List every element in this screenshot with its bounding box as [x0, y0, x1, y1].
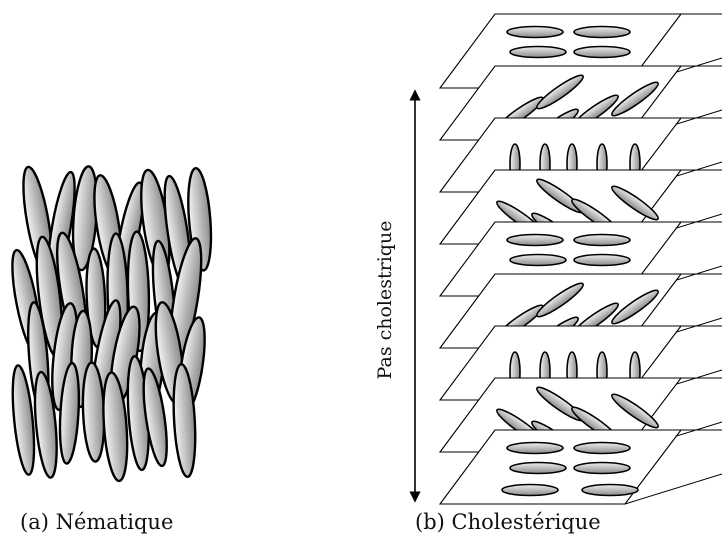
cholesteric-layer	[438, 429, 722, 505]
cholesteric-molecule	[509, 461, 567, 475]
cholesteric-molecule	[611, 393, 659, 429]
cholesteric-molecule	[611, 289, 659, 325]
nematic-molecule	[172, 362, 197, 479]
nematic-molecule	[102, 371, 129, 483]
cholesteric-layer-stack	[438, 13, 722, 505]
cholesteric-molecule	[501, 483, 559, 497]
layer-edge	[624, 473, 722, 505]
cholesteric-molecule	[506, 441, 564, 455]
cholesteric-molecule	[573, 25, 631, 39]
cholesteric-molecule	[506, 233, 564, 247]
caption-nematic: (a) Nématique	[20, 510, 174, 534]
nematic-molecule	[11, 364, 36, 476]
cholesteric-molecule	[573, 45, 631, 59]
cholesteric-molecule	[536, 282, 584, 318]
cholesteric-molecule	[611, 185, 659, 221]
cholesteric-molecule	[509, 45, 567, 59]
cholesteric-molecule	[573, 253, 631, 267]
cholesteric-molecule	[573, 441, 631, 455]
cholesteric-molecule	[536, 74, 584, 110]
cholesteric-molecule	[581, 483, 639, 497]
cholesteric-molecule	[506, 25, 564, 39]
cholesteric-molecule	[611, 81, 659, 117]
cholesteric-molecule	[573, 233, 631, 247]
nematic-molecule	[58, 361, 81, 465]
nematic-molecule-cluster	[11, 165, 213, 483]
cholesteric-molecule	[509, 253, 567, 267]
nematic-molecule	[33, 370, 58, 479]
caption-cholesteric: (b) Cholestérique	[415, 510, 601, 534]
cholesteric-molecule	[573, 461, 631, 475]
pitch-axis-label: Pas cholestrique	[374, 220, 396, 380]
nematic-molecule	[142, 367, 168, 468]
